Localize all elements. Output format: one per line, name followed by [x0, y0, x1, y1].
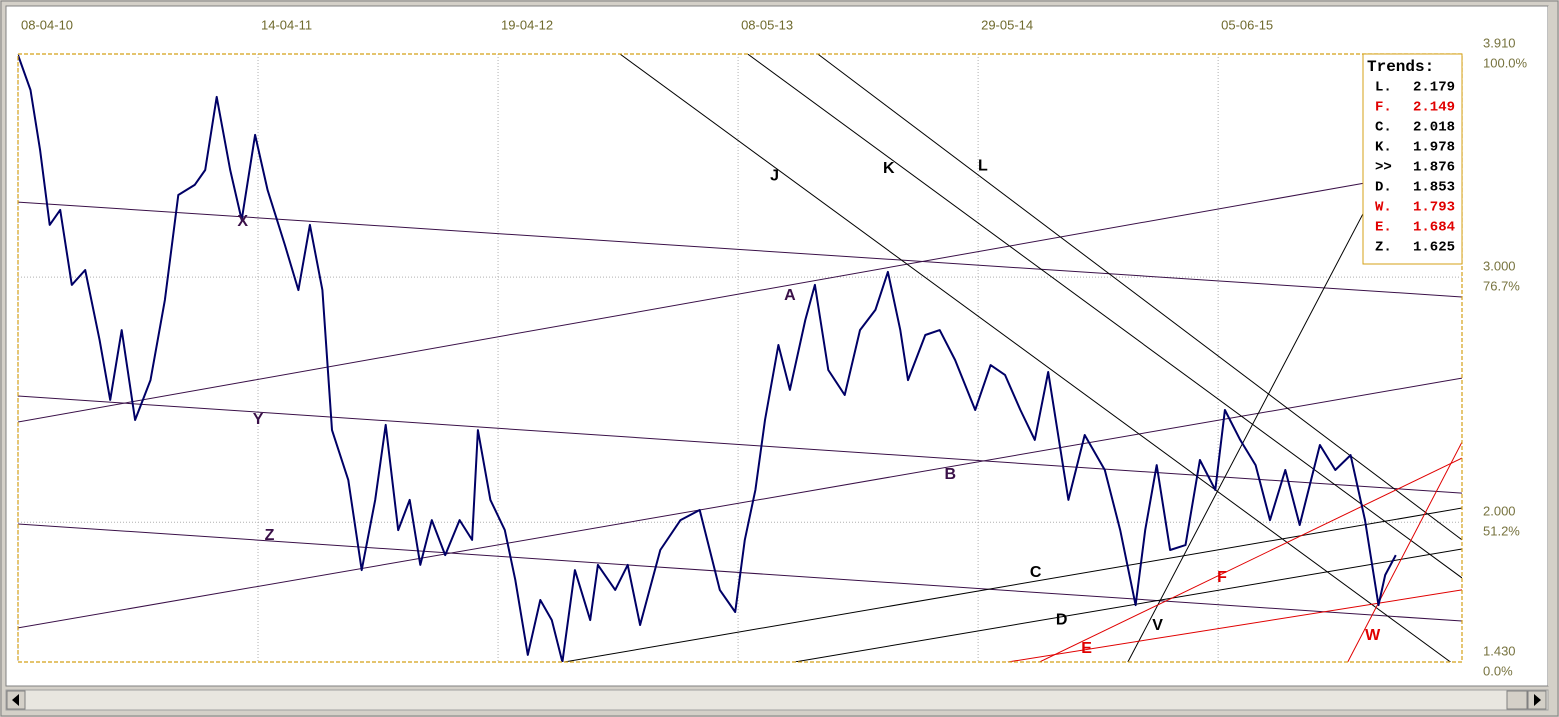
trend-entry-label: D. [1375, 180, 1392, 196]
plot-lines [18, 54, 1462, 662]
chart-background [5, 5, 1549, 687]
x-tick-label: 19-04-12 [501, 17, 553, 32]
y-tick-label: 1.430 [1483, 643, 1516, 658]
y-tick-percent-label: 0.0% [1483, 663, 1513, 678]
trend-entry-label: C. [1375, 120, 1392, 136]
x-tick-label: 08-05-13 [741, 17, 793, 32]
trendline-label: K [883, 160, 895, 177]
y-tick-label: 3.000 [1483, 259, 1516, 274]
x-tick-label: 29-05-14 [981, 17, 1033, 32]
trendline [18, 201, 1462, 298]
trendline-label: Y [253, 411, 264, 428]
trendline-label: J [770, 167, 779, 184]
trendline [1127, 209, 1366, 662]
x-tick-label: 05-06-15 [1221, 17, 1273, 32]
trendline-label: V [1152, 617, 1163, 634]
trendline-label: Z [265, 527, 275, 544]
trend-entry-label: K. [1375, 140, 1392, 156]
trend-entry-value: 1.853 [1413, 180, 1455, 196]
y-tick-percent-label: 100.0% [1483, 55, 1528, 70]
x-tick-label: 08-04-10 [21, 17, 73, 32]
trendline [18, 182, 1366, 423]
trendline [564, 507, 1462, 662]
trendline-label: B [944, 466, 956, 483]
trend-entry-label: L. [1375, 80, 1392, 96]
trendline [619, 54, 1451, 662]
scroll-thumb[interactable] [1506, 690, 1528, 710]
trend-entry-value: 1.793 [1413, 200, 1455, 216]
trendline [794, 548, 1462, 662]
trendline [1007, 589, 1462, 662]
trend-entry-label: F. [1375, 100, 1392, 116]
trendline-label: L [978, 157, 988, 174]
trend-entry-value: 1.684 [1413, 220, 1455, 236]
trendline [1039, 457, 1462, 662]
trendline-label: D [1056, 611, 1068, 628]
trend-entry-value: 2.179 [1413, 80, 1455, 96]
trend-entry-value: 2.149 [1413, 100, 1455, 116]
trendline-label: X [237, 213, 248, 230]
trendline-label: C [1030, 564, 1042, 581]
y-tick-percent-label: 51.2% [1483, 524, 1520, 539]
trendline-label: W [1365, 627, 1381, 644]
trend-entry-value: 1.978 [1413, 140, 1455, 156]
trendline [747, 54, 1462, 579]
trends-box: Trends: L. 2.179 F. 2.149 C. 2.018 K. 1.978 >> 1.… [1362, 53, 1463, 265]
trends-title: Trends: [1367, 58, 1434, 76]
annotations: X Y Z A B C D J K L V E F W [237, 157, 1381, 657]
trendline [817, 54, 1462, 541]
right-arrow [1534, 694, 1541, 706]
trend-entry-value: 2.018 [1413, 120, 1455, 136]
x-tick-label: 14-04-11 [261, 17, 312, 32]
trend-entry-label: W. [1375, 200, 1392, 216]
scroll-track[interactable] [5, 689, 1549, 711]
trendline [18, 377, 1462, 629]
trend-entry-label: Z. [1375, 240, 1392, 256]
trend-entry-label: >> [1375, 160, 1392, 176]
scrollbar[interactable] [5, 689, 1549, 711]
trendline-label: E [1081, 640, 1092, 657]
right-edge [1548, 6, 1554, 686]
trendline-label: A [784, 287, 796, 304]
plot-frame [17, 53, 1463, 663]
y-tick-percent-label: 76.7% [1483, 279, 1520, 294]
trendline [18, 395, 1462, 494]
trends-box-frame [1362, 53, 1463, 265]
trendline [1347, 441, 1462, 662]
trend-entry-value: 1.876 [1413, 160, 1455, 176]
y-tick-label: 3.910 [1483, 35, 1516, 50]
left-arrow [12, 694, 19, 706]
trend-entry-value: 1.625 [1413, 240, 1455, 256]
trendline-label: F [1217, 569, 1227, 586]
y-tick-label: 2.000 [1483, 504, 1516, 519]
trend-entry-label: E. [1375, 220, 1392, 236]
price-line [18, 54, 1397, 662]
